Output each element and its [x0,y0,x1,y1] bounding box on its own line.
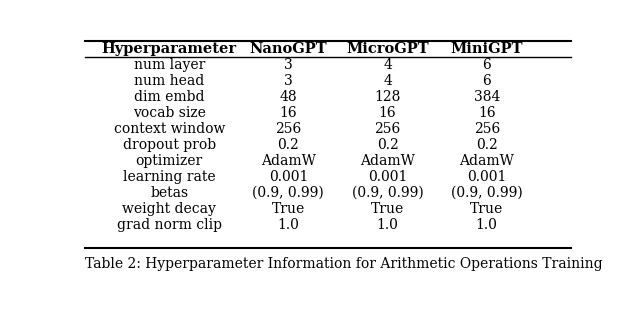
Text: NanoGPT: NanoGPT [250,42,327,56]
Text: AdamW: AdamW [360,154,415,168]
Text: (0.9, 0.99): (0.9, 0.99) [252,186,324,200]
Text: 48: 48 [280,90,297,104]
Text: True: True [272,202,305,216]
Text: dim embd: dim embd [134,90,205,104]
Text: 256: 256 [474,122,500,136]
Text: dropout prob: dropout prob [123,138,216,152]
Text: 1.0: 1.0 [277,218,300,232]
Text: (0.9, 0.99): (0.9, 0.99) [451,186,523,200]
Text: betas: betas [150,186,188,200]
Text: True: True [470,202,503,216]
Text: 0.001: 0.001 [368,170,407,184]
Text: 3: 3 [284,58,292,72]
Text: MicroGPT: MicroGPT [346,42,429,56]
Text: learning rate: learning rate [123,170,216,184]
Text: context window: context window [113,122,225,136]
Text: AdamW: AdamW [460,154,514,168]
Text: Hyperparameter: Hyperparameter [102,42,237,56]
Text: 0.001: 0.001 [269,170,308,184]
Text: MiniGPT: MiniGPT [451,42,523,56]
Text: 256: 256 [275,122,301,136]
Text: optimizer: optimizer [136,154,203,168]
Text: 128: 128 [374,90,401,104]
Text: True: True [371,202,404,216]
Text: Table 2: Hyperparameter Information for Arithmetic Operations Training: Table 2: Hyperparameter Information for … [85,257,603,271]
Text: 0.2: 0.2 [377,138,398,152]
Text: 4: 4 [383,74,392,88]
Text: 1.0: 1.0 [476,218,498,232]
Text: 256: 256 [374,122,401,136]
Text: weight decay: weight decay [122,202,216,216]
Text: 0.001: 0.001 [467,170,506,184]
Text: 6: 6 [483,58,491,72]
Text: 0.2: 0.2 [476,138,497,152]
Text: 4: 4 [383,58,392,72]
Text: 384: 384 [474,90,500,104]
Text: 16: 16 [379,106,396,120]
Text: 1.0: 1.0 [376,218,399,232]
Text: (0.9, 0.99): (0.9, 0.99) [351,186,424,200]
Text: vocab size: vocab size [133,106,205,120]
Text: 3: 3 [284,74,292,88]
Text: 16: 16 [280,106,297,120]
Text: AdamW: AdamW [261,154,316,168]
Text: 16: 16 [478,106,495,120]
Text: grad norm clip: grad norm clip [116,218,222,232]
Text: num layer: num layer [134,58,205,72]
Text: 6: 6 [483,74,491,88]
Text: 0.2: 0.2 [278,138,299,152]
Text: num head: num head [134,74,204,88]
